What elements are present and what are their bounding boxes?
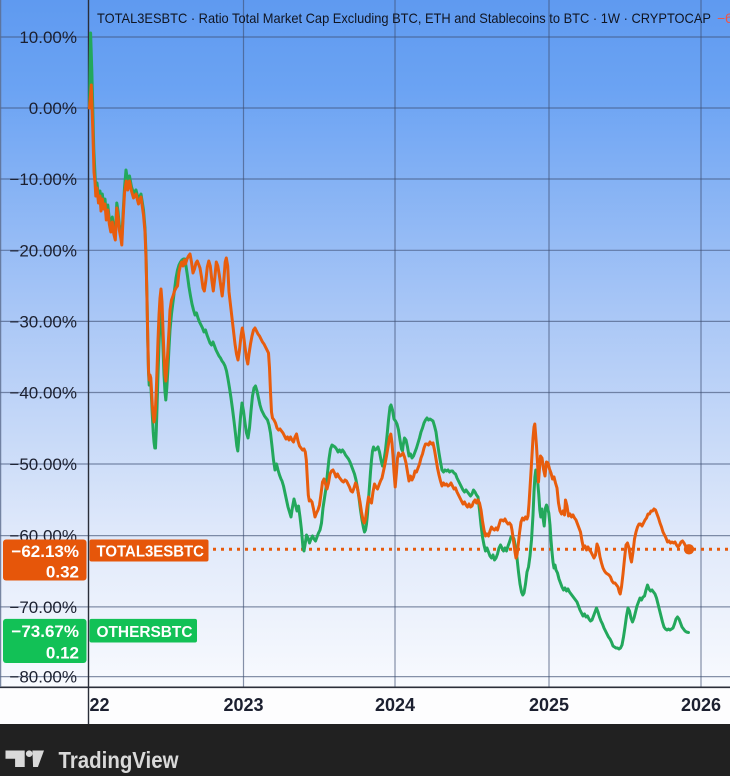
- svg-text:−62.13%: −62.13%: [11, 542, 79, 561]
- svg-text:−70.00%: −70.00%: [9, 598, 77, 617]
- svg-text:−50.00%: −50.00%: [9, 455, 77, 474]
- svg-text:TradingView: TradingView: [59, 747, 180, 773]
- svg-text:OTHERSBTC: OTHERSBTC: [97, 624, 193, 641]
- svg-text:−6: −6: [717, 11, 730, 26]
- svg-text:2026: 2026: [681, 695, 721, 715]
- svg-text:22: 22: [90, 695, 110, 715]
- svg-text:2025: 2025: [529, 695, 569, 715]
- svg-text:0.12: 0.12: [46, 644, 79, 663]
- svg-text:2023: 2023: [223, 695, 263, 715]
- svg-text:0.32: 0.32: [46, 563, 79, 582]
- svg-text:0.00%: 0.00%: [29, 99, 77, 118]
- svg-text:−73.67%: −73.67%: [11, 622, 79, 641]
- svg-text:10.00%: 10.00%: [19, 28, 77, 47]
- svg-text:TOTAL3ESBTC: TOTAL3ESBTC: [97, 544, 205, 561]
- svg-text:−40.00%: −40.00%: [9, 384, 77, 403]
- svg-text:−20.00%: −20.00%: [9, 241, 77, 260]
- svg-text:−10.00%: −10.00%: [9, 170, 77, 189]
- svg-text:2024: 2024: [375, 695, 415, 715]
- svg-text:−30.00%: −30.00%: [9, 312, 77, 331]
- svg-text:TOTAL3ESBTC · Ratio Total Mark: TOTAL3ESBTC · Ratio Total Market Cap Exc…: [97, 11, 711, 26]
- svg-text:−80.00%: −80.00%: [9, 668, 77, 687]
